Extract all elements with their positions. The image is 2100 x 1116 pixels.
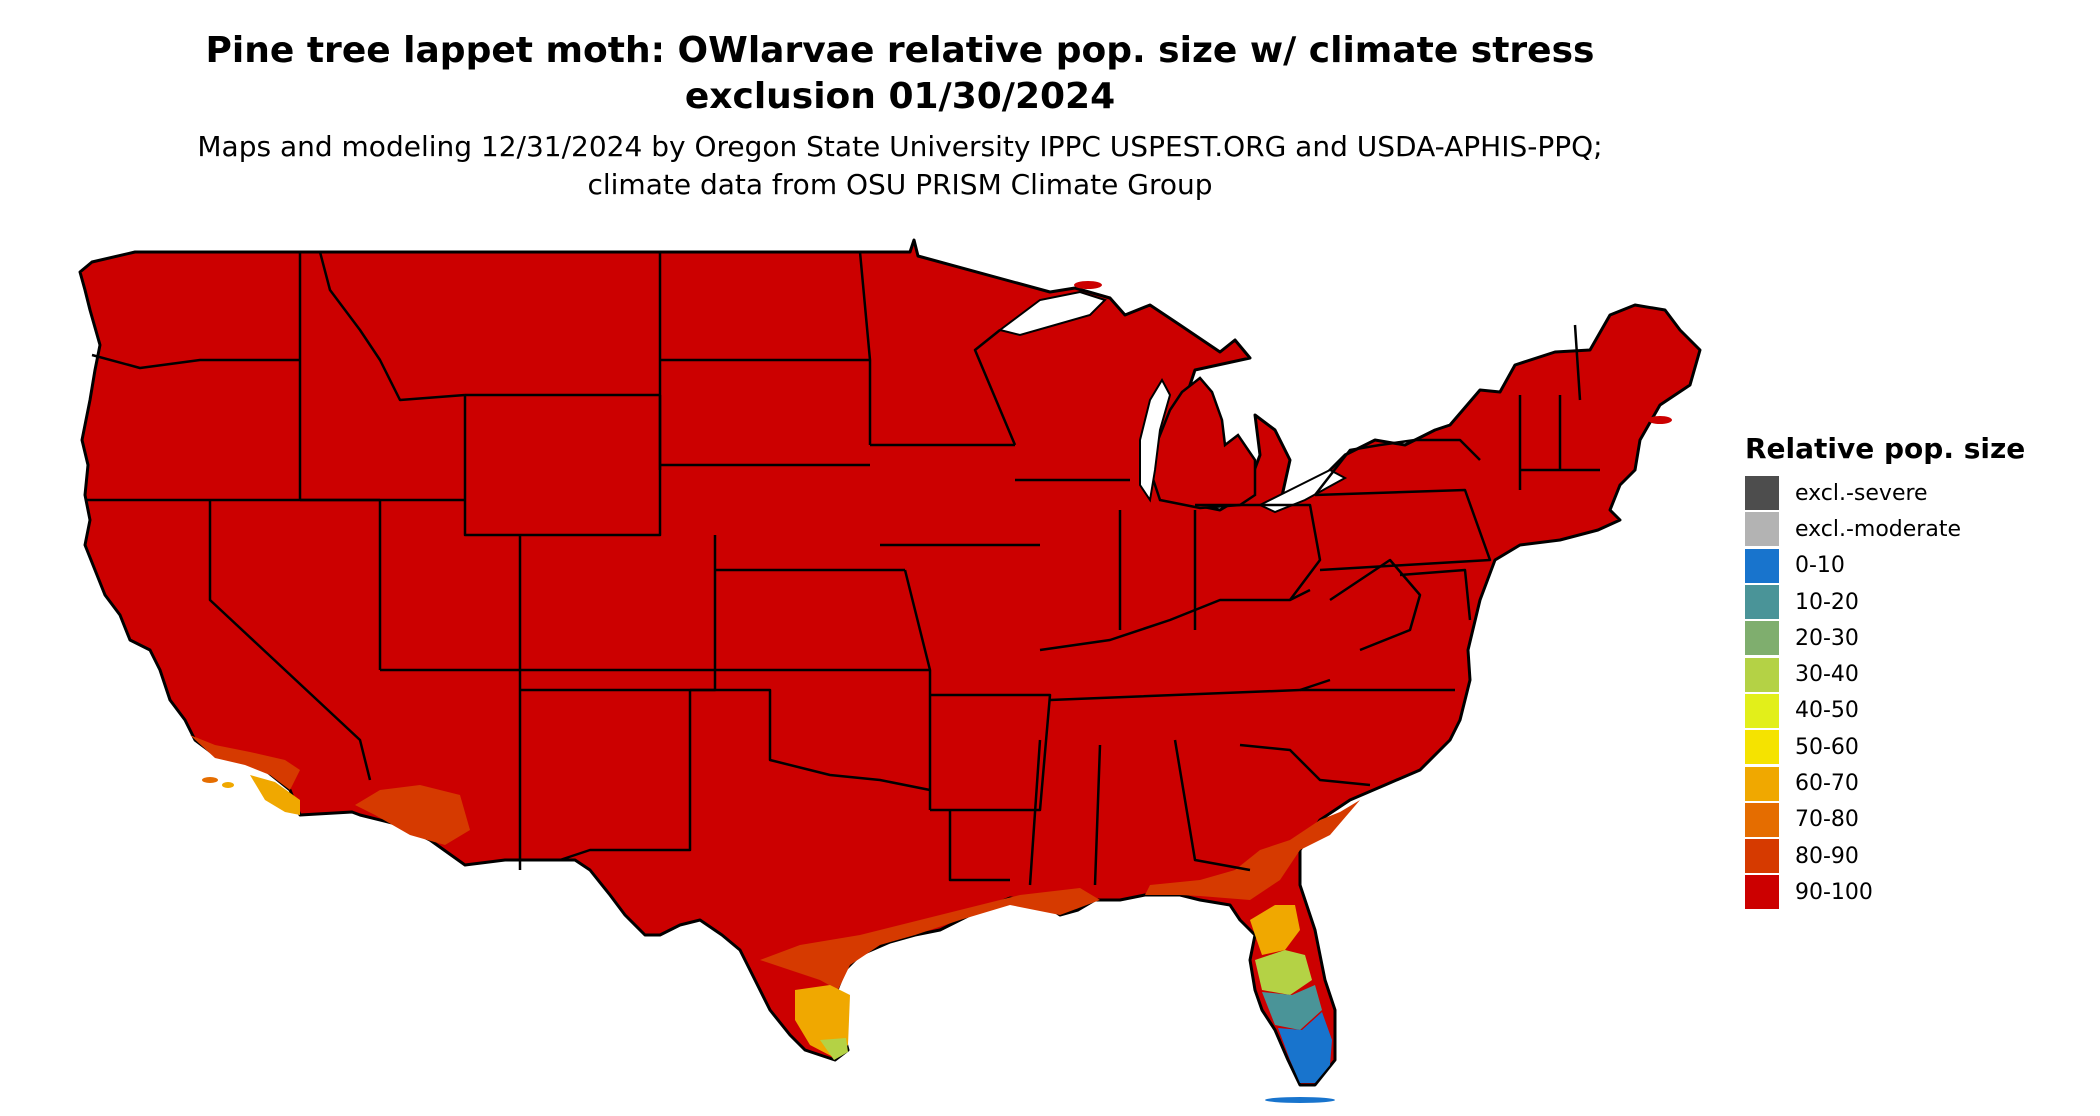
border-pa (1314, 488, 1492, 572)
legend-label: 80-90 (1795, 843, 1859, 869)
region-80-90-socal (190, 735, 300, 790)
border-ga (1173, 739, 1251, 872)
region-30-40-florida (1255, 950, 1312, 995)
lake-erie (1257, 468, 1348, 514)
region-80-90-gulf (760, 888, 1100, 990)
lake-michigan (1139, 377, 1172, 503)
border-md-de (1399, 568, 1472, 621)
legend-item: 40-50 (1745, 693, 2025, 729)
legend-item: 60-70 (1745, 765, 2025, 801)
map-subtitle: Maps and modeling 12/31/2024 by Oregon S… (180, 128, 1620, 204)
legend-swatch (1745, 875, 1779, 910)
isle-royale (1074, 281, 1102, 289)
border-nc-sc (1239, 743, 1371, 787)
legend-swatch (1745, 730, 1779, 765)
border-ms-al (1028, 739, 1102, 886)
us-outline (78, 238, 1702, 1087)
legend-label: 0-10 (1795, 553, 1845, 579)
region-60-70-socal (250, 775, 300, 815)
legend-items: excl.-severe excl.-moderate 0-10 10-20 20-30… (1745, 475, 2025, 911)
lake-superior (997, 290, 1107, 337)
legend-swatch (1745, 476, 1779, 511)
legend-swatch (1745, 548, 1779, 583)
border-la (948, 810, 1010, 882)
region-30-40-texas (820, 1038, 848, 1060)
legend-item: 80-90 (1745, 838, 2025, 874)
region-80-90-southeast (1145, 800, 1360, 900)
legend-swatch (1745, 693, 1779, 728)
florida-keys (1265, 1097, 1335, 1103)
legend-label: 60-70 (1795, 771, 1859, 797)
legend-item: 70-80 (1745, 802, 2025, 838)
region-0-10-florida (1278, 1012, 1332, 1083)
state-borders (85, 251, 1600, 886)
legend-item: excl.-moderate (1745, 511, 2025, 547)
border-il-in (1118, 510, 1197, 630)
legend-item: 50-60 (1745, 729, 2025, 765)
border-ca-nv (208, 500, 372, 781)
channel-island-2 (222, 782, 234, 788)
legend-swatch (1745, 766, 1779, 801)
legend-swatch (1745, 621, 1779, 656)
border-new-england (1518, 324, 1600, 490)
border-mt-id (318, 251, 466, 402)
legend-label: 40-50 (1795, 698, 1859, 724)
class-regions (190, 735, 1360, 1083)
legend-label: 90-100 (1795, 879, 1873, 905)
legend-label: 20-30 (1795, 625, 1859, 651)
legend-item: 30-40 (1745, 656, 2025, 692)
legend-item: 20-30 (1745, 620, 2025, 656)
map-title: Pine tree lappet moth: OWlarvae relative… (180, 28, 1620, 120)
border-ny-pa (1314, 438, 1481, 496)
border-mn-west (858, 251, 872, 445)
border-wa-or (91, 353, 300, 370)
islands (202, 281, 1672, 1103)
legend-swatch (1745, 512, 1779, 547)
legend-item: excl.-severe (1745, 475, 2025, 511)
border-oh (1195, 503, 1322, 601)
legend-swatch (1745, 585, 1779, 620)
border-ar (930, 693, 1052, 812)
legend-label: 50-60 (1795, 734, 1859, 760)
border-ok-tx (690, 688, 931, 792)
map-title-text: Pine tree lappet moth: OWlarvae relative… (205, 30, 1595, 117)
channel-island-1 (202, 777, 218, 783)
legend-swatch (1745, 839, 1779, 874)
legend-label: excl.-moderate (1795, 516, 1961, 542)
region-10-20-florida (1262, 985, 1322, 1030)
region-80-90-southwest (355, 785, 470, 845)
legend-item: 90-100 (1745, 874, 2025, 910)
legend-label: 10-20 (1795, 589, 1859, 615)
legend-title: Relative pop. size (1745, 432, 2026, 465)
border-nm-east (559, 690, 692, 862)
legend-swatch (1745, 657, 1779, 692)
legend-item: 0-10 (1745, 548, 2025, 584)
legend-label: excl.-severe (1795, 480, 1928, 506)
border-wv-va (1329, 558, 1422, 652)
border-wi-mn (973, 329, 1017, 446)
legend-label: 30-40 (1795, 662, 1859, 688)
legend-swatch (1745, 802, 1779, 837)
maine-islands (1648, 416, 1672, 424)
map-subtitle-text: Maps and modeling 12/31/2024 by Oregon S… (197, 130, 1603, 201)
legend-label: 70-80 (1795, 807, 1859, 833)
legend-item: 10-20 (1745, 584, 2025, 620)
michigan-lp (1148, 376, 1257, 510)
legend: Relative pop. size excl.-severe excl.-mod… (1745, 432, 2025, 911)
region-60-70-florida-north (1250, 905, 1300, 955)
border-mo-east (903, 569, 932, 810)
